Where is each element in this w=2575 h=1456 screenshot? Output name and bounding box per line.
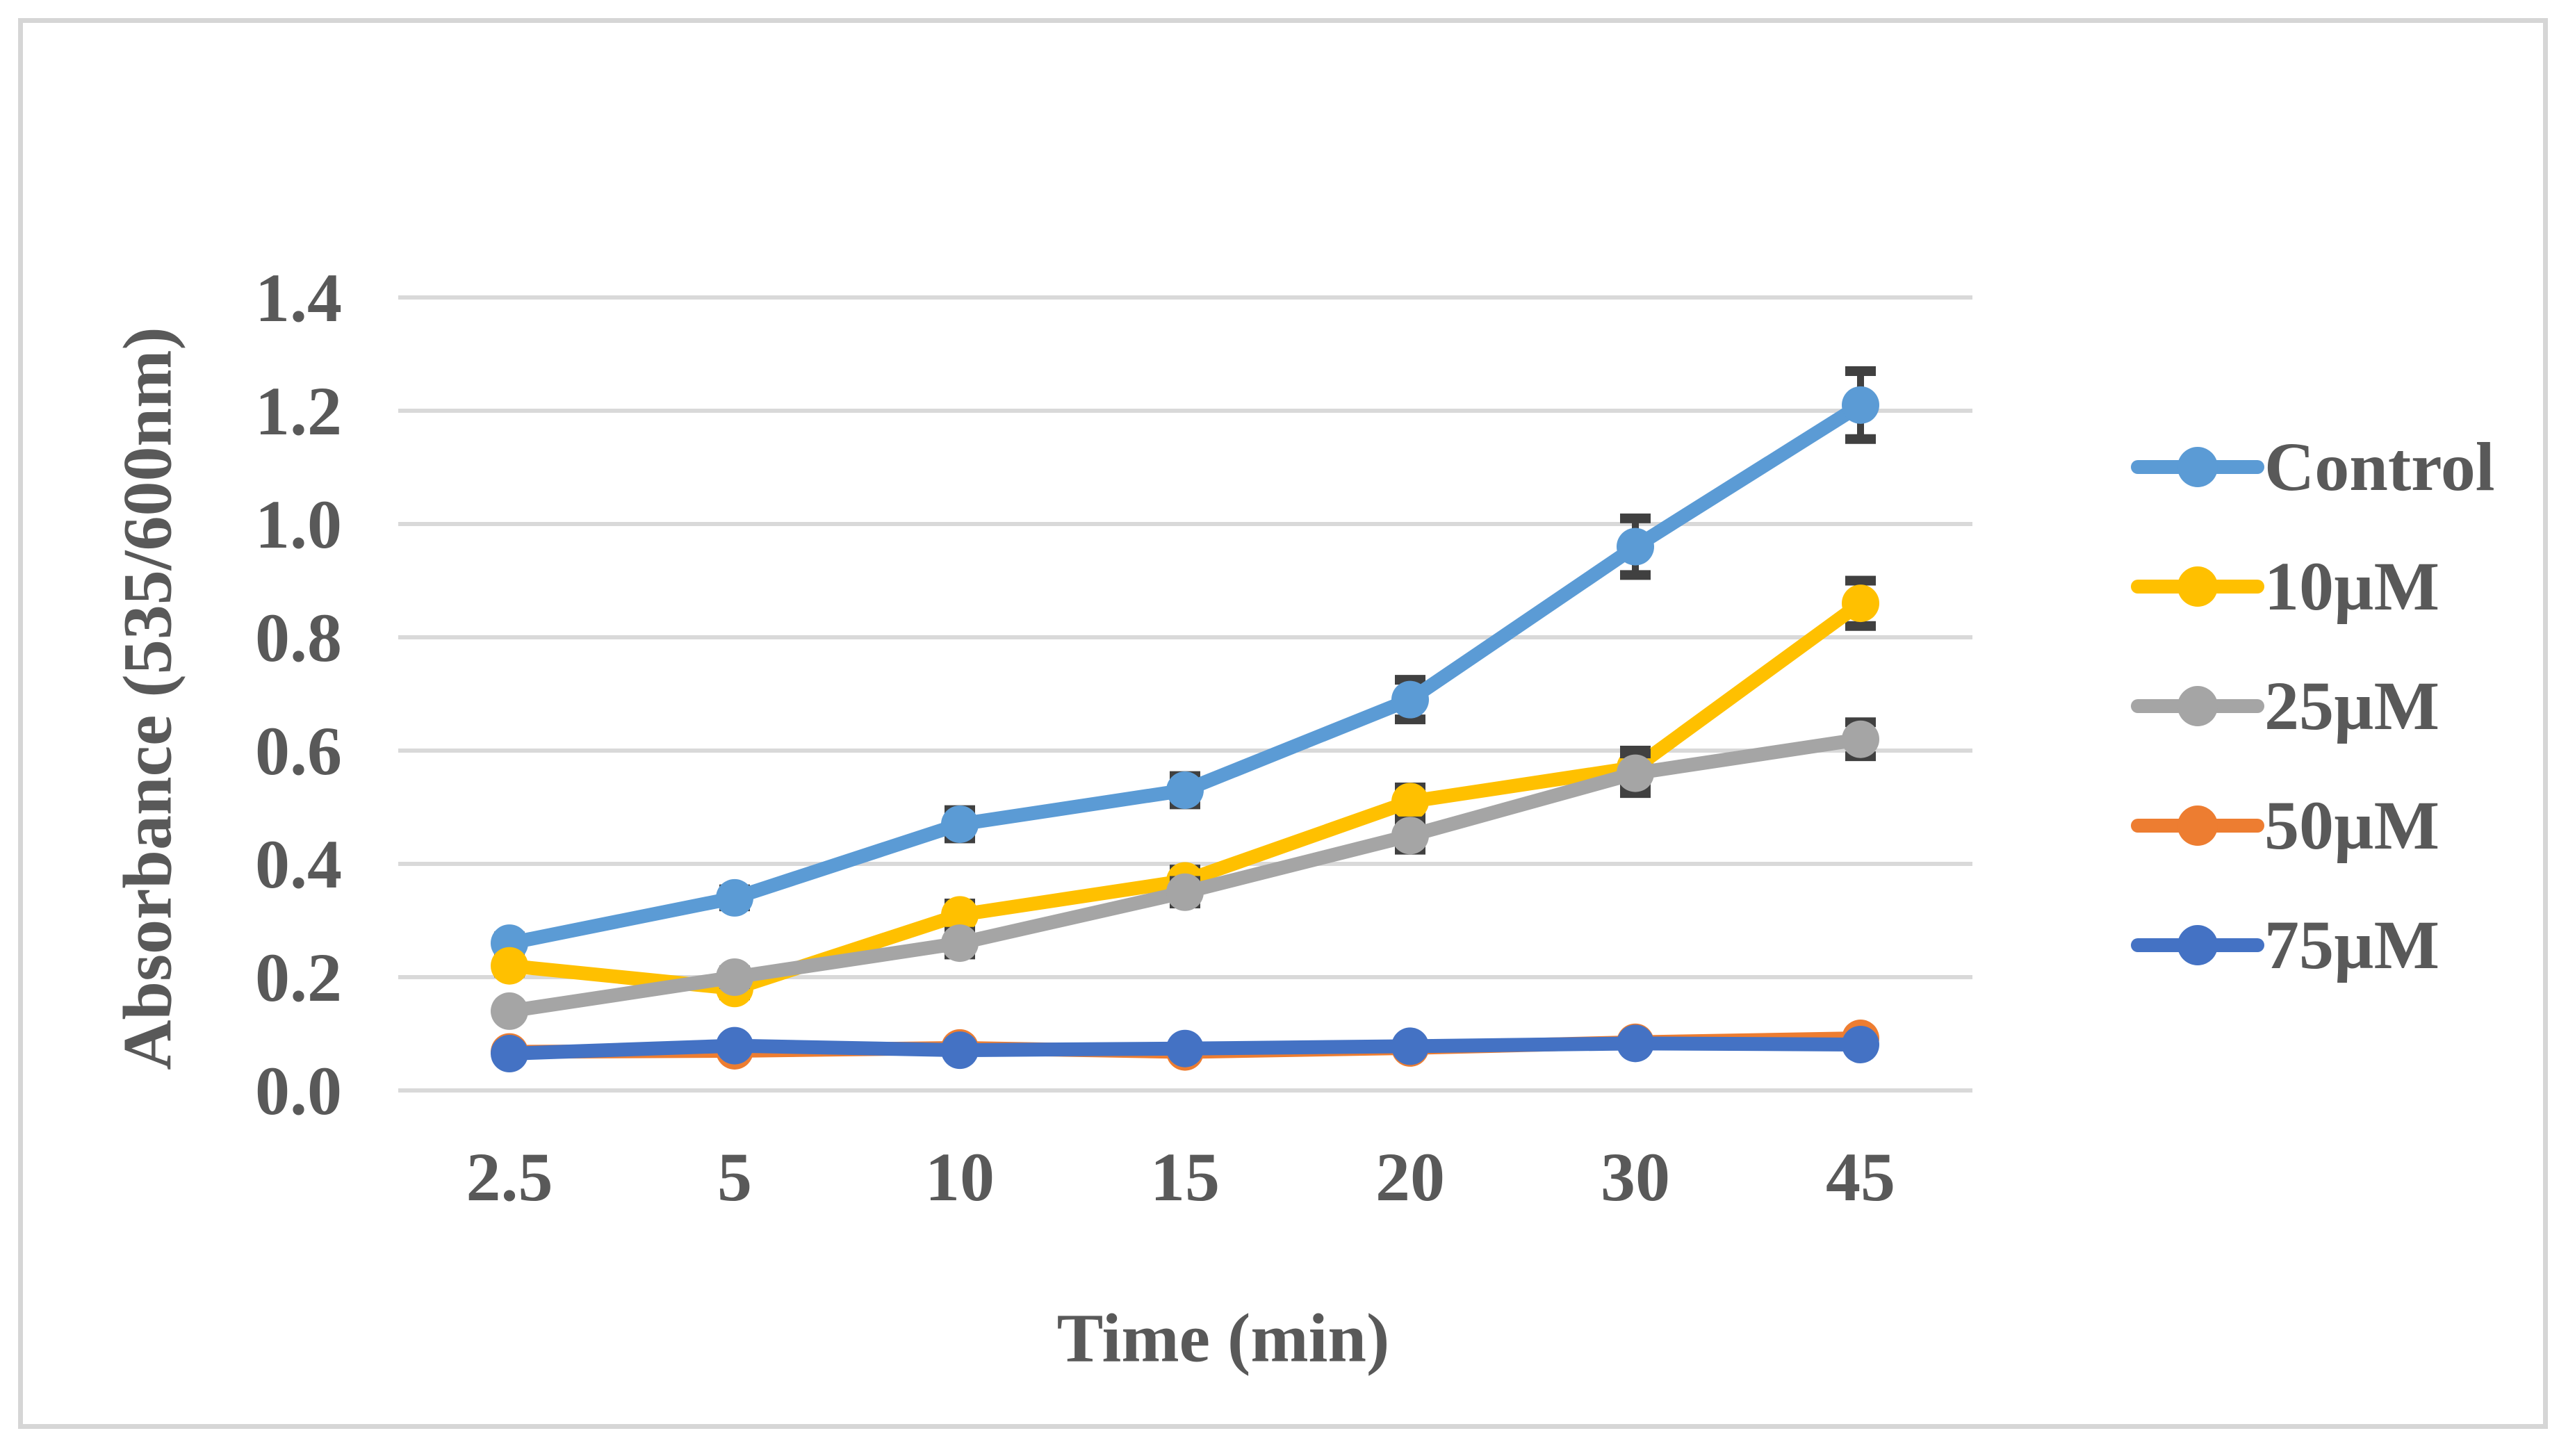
data-point-75m-45: [1842, 1025, 1879, 1063]
x-tick-label: 20: [1375, 1138, 1445, 1216]
data-point-75m-30: [1617, 1024, 1654, 1063]
legend-marker-icon: [2177, 566, 2218, 607]
data-point-10m-2.5: [491, 947, 528, 985]
y-tick-label: 1.4: [255, 259, 342, 336]
x-tick-label: 15: [1150, 1138, 1220, 1216]
legend-item-50m: 50µM: [2131, 784, 2439, 867]
data-point-75m-20: [1391, 1027, 1429, 1065]
legend-swatch-control-icon: [2131, 446, 2264, 488]
data-point-10m-45: [1842, 584, 1879, 623]
x-tick-label: 2.5: [466, 1138, 553, 1216]
legend-swatch-50m-icon: [2131, 805, 2264, 846]
y-tick-label: 1.2: [255, 373, 342, 450]
y-tick-label: 0.4: [255, 826, 342, 903]
legend-item-control: Control: [2131, 425, 2495, 509]
y-tick-label: 0.6: [255, 712, 342, 790]
data-point-10m-20: [1391, 783, 1429, 821]
data-point-25m-5: [716, 958, 753, 996]
data-point-75m-10: [941, 1031, 979, 1070]
x-axis-title: Time (min): [1056, 1299, 1390, 1377]
x-axis-tick-labels: 2.5 5 10 15 20 30 45: [466, 1138, 1896, 1216]
data-point-control-20: [1391, 680, 1429, 719]
series-25m: [491, 717, 1879, 1030]
y-axis-tick-labels: 0.0 0.2 0.4 0.6 0.8 1.0 1.2 1.4: [255, 259, 342, 1129]
x-tick-label: 10: [925, 1138, 995, 1216]
x-tick-label: 30: [1601, 1138, 1670, 1216]
data-point-10m-10: [941, 896, 979, 934]
data-point-75m-15: [1166, 1029, 1204, 1068]
legend-label: Control: [2264, 428, 2495, 505]
data-point-control-30: [1617, 527, 1654, 566]
data-point-control-45: [1842, 386, 1879, 424]
y-tick-label: 0.2: [255, 939, 342, 1016]
legend-marker-icon: [2177, 686, 2218, 726]
legend-swatch-10m-icon: [2131, 566, 2264, 607]
legend-label: 50µM: [2264, 787, 2440, 864]
y-tick-label: 0.8: [255, 599, 342, 676]
legend-swatch-75m-icon: [2131, 924, 2264, 966]
legend-label: 25µM: [2264, 667, 2440, 744]
series-75m: [491, 1024, 1879, 1073]
x-tick-label: 5: [717, 1138, 752, 1216]
data-point-control-5: [716, 878, 753, 917]
data-point-25m-15: [1166, 873, 1204, 911]
legend-item-25m: 25µM: [2131, 664, 2439, 748]
data-point-control-10: [941, 805, 979, 843]
gridlines: [398, 295, 1972, 1093]
x-tick-label: 45: [1826, 1138, 1895, 1216]
data-point-25m-30: [1617, 754, 1654, 792]
y-tick-label: 0.0: [255, 1052, 342, 1129]
data-point-75m-5: [716, 1026, 753, 1065]
legend-label: 10µM: [2264, 548, 2440, 625]
legend-marker-icon: [2177, 805, 2218, 846]
data-point-25m-20: [1391, 817, 1429, 855]
legend-marker-icon: [2177, 447, 2218, 487]
series-control: [491, 366, 1879, 963]
y-axis-title: Absorbance (535/600nm): [108, 327, 186, 1070]
legend-swatch-25m-icon: [2131, 685, 2264, 727]
legend-item-75m: 75µM: [2131, 903, 2439, 987]
y-tick-label: 1.0: [255, 486, 342, 563]
data-point-75m-2.5: [491, 1035, 528, 1073]
legend-item-10m: 10µM: [2131, 545, 2439, 628]
data-point-25m-10: [941, 924, 979, 963]
data-point-25m-45: [1842, 720, 1879, 758]
data-point-25m-2.5: [491, 992, 528, 1030]
legend-label: 75µM: [2264, 906, 2440, 983]
legend-marker-icon: [2177, 925, 2218, 965]
data-point-control-15: [1166, 771, 1204, 810]
